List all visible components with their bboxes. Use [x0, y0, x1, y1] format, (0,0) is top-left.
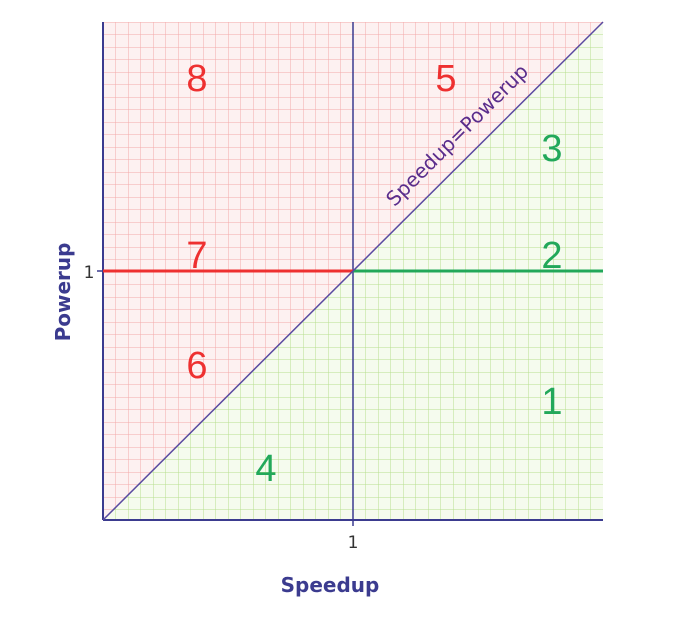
- y-axis-title: Powerup: [51, 243, 75, 342]
- region-label-5: 5: [435, 58, 456, 100]
- region-label-3: 3: [541, 128, 562, 170]
- y-tick-label: 1: [84, 263, 95, 283]
- region-label-7: 7: [186, 235, 207, 277]
- region-label-1: 1: [541, 381, 562, 423]
- region-label-8: 8: [186, 58, 207, 100]
- diagonal-line: [102, 21, 604, 521]
- region-label-4: 4: [255, 448, 276, 490]
- region-label-2: 2: [541, 235, 562, 277]
- x-axis-title: Speedup: [281, 573, 380, 597]
- x-tick-label: 1: [348, 533, 359, 553]
- region-label-6: 6: [186, 345, 207, 387]
